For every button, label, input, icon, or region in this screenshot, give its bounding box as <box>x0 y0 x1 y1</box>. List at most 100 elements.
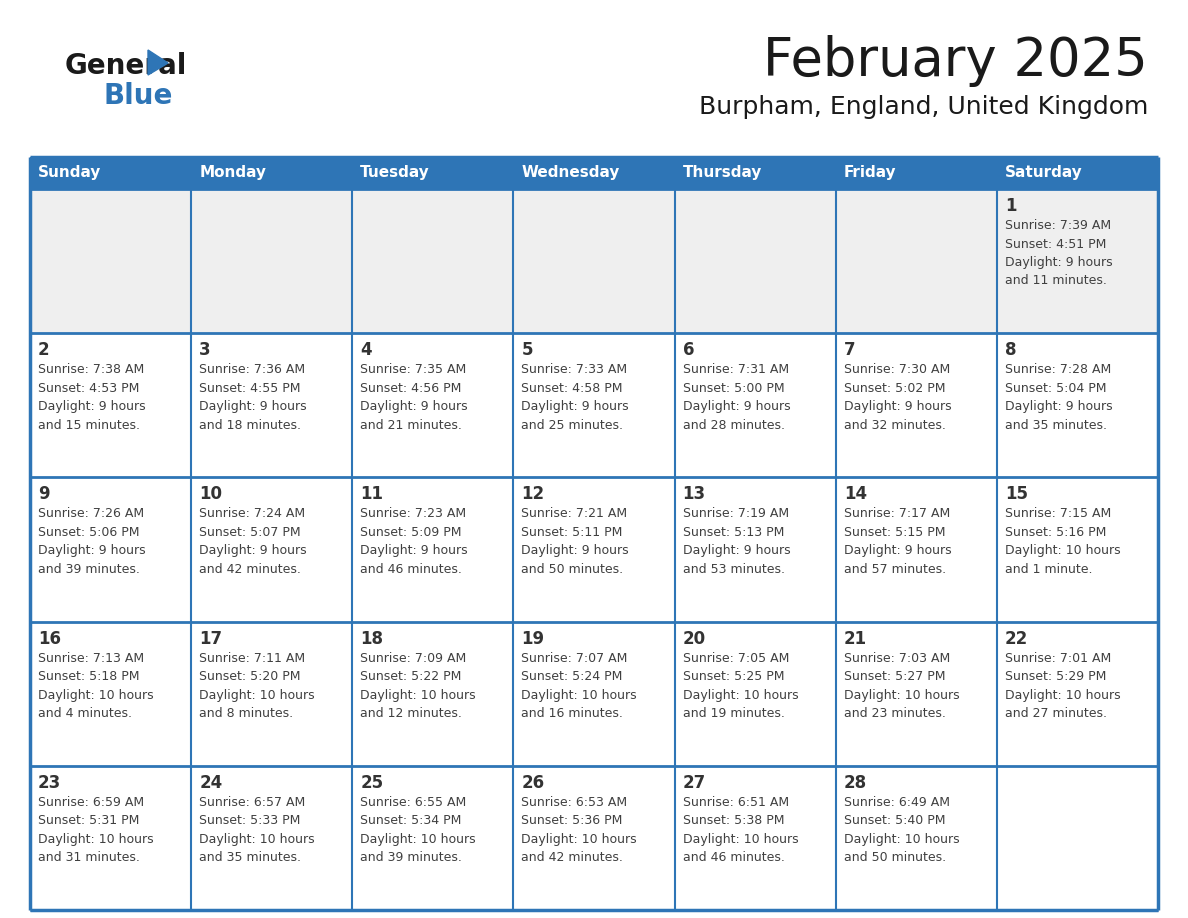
Text: 19: 19 <box>522 630 544 647</box>
Text: Daylight: 9 hours: Daylight: 9 hours <box>522 400 630 413</box>
Text: Daylight: 10 hours: Daylight: 10 hours <box>683 833 798 845</box>
Text: 18: 18 <box>360 630 384 647</box>
Text: 25: 25 <box>360 774 384 792</box>
Text: and 11 minutes.: and 11 minutes. <box>1005 274 1107 287</box>
Text: and 46 minutes.: and 46 minutes. <box>683 851 784 865</box>
Text: and 4 minutes.: and 4 minutes. <box>38 707 132 720</box>
Text: Daylight: 10 hours: Daylight: 10 hours <box>38 833 153 845</box>
Bar <box>30 333 1158 477</box>
Text: and 23 minutes.: and 23 minutes. <box>843 707 946 720</box>
Text: Daylight: 10 hours: Daylight: 10 hours <box>683 688 798 701</box>
Text: Sunset: 5:02 PM: Sunset: 5:02 PM <box>843 382 946 395</box>
Text: Sunset: 5:09 PM: Sunset: 5:09 PM <box>360 526 462 539</box>
Text: Sunrise: 7:23 AM: Sunrise: 7:23 AM <box>360 508 467 521</box>
Text: 2: 2 <box>38 341 50 359</box>
Text: Daylight: 10 hours: Daylight: 10 hours <box>360 833 476 845</box>
Text: Burpham, England, United Kingdom: Burpham, England, United Kingdom <box>699 95 1148 119</box>
Text: Daylight: 9 hours: Daylight: 9 hours <box>1005 400 1112 413</box>
Text: Sunrise: 6:49 AM: Sunrise: 6:49 AM <box>843 796 949 809</box>
Text: Sunset: 5:06 PM: Sunset: 5:06 PM <box>38 526 139 539</box>
Text: 14: 14 <box>843 486 867 503</box>
Text: Sunrise: 6:51 AM: Sunrise: 6:51 AM <box>683 796 789 809</box>
Text: February 2025: February 2025 <box>763 35 1148 87</box>
Text: and 46 minutes.: and 46 minutes. <box>360 563 462 576</box>
Text: Sunset: 5:33 PM: Sunset: 5:33 PM <box>200 814 301 827</box>
Text: Sunrise: 7:03 AM: Sunrise: 7:03 AM <box>843 652 950 665</box>
Text: and 19 minutes.: and 19 minutes. <box>683 707 784 720</box>
Text: Daylight: 9 hours: Daylight: 9 hours <box>200 544 307 557</box>
Text: Daylight: 10 hours: Daylight: 10 hours <box>522 688 637 701</box>
Text: Sunset: 5:20 PM: Sunset: 5:20 PM <box>200 670 301 683</box>
Text: Sunrise: 7:26 AM: Sunrise: 7:26 AM <box>38 508 144 521</box>
Text: and 50 minutes.: and 50 minutes. <box>843 851 946 865</box>
Text: Daylight: 9 hours: Daylight: 9 hours <box>683 400 790 413</box>
Text: 7: 7 <box>843 341 855 359</box>
Text: Sunset: 5:18 PM: Sunset: 5:18 PM <box>38 670 139 683</box>
Text: Sunset: 5:04 PM: Sunset: 5:04 PM <box>1005 382 1106 395</box>
Text: Sunset: 4:58 PM: Sunset: 4:58 PM <box>522 382 623 395</box>
Text: Sunset: 5:13 PM: Sunset: 5:13 PM <box>683 526 784 539</box>
Text: Sunset: 5:11 PM: Sunset: 5:11 PM <box>522 526 623 539</box>
Bar <box>30 189 1158 333</box>
Text: Tuesday: Tuesday <box>360 165 430 181</box>
Text: Sunset: 5:25 PM: Sunset: 5:25 PM <box>683 670 784 683</box>
Text: Thursday: Thursday <box>683 165 762 181</box>
Text: and 16 minutes.: and 16 minutes. <box>522 707 624 720</box>
Text: General: General <box>65 52 188 80</box>
Text: Sunrise: 7:01 AM: Sunrise: 7:01 AM <box>1005 652 1111 665</box>
Text: and 1 minute.: and 1 minute. <box>1005 563 1092 576</box>
Text: Saturday: Saturday <box>1005 165 1082 181</box>
Text: Sunset: 5:15 PM: Sunset: 5:15 PM <box>843 526 946 539</box>
Text: Sunset: 4:56 PM: Sunset: 4:56 PM <box>360 382 462 395</box>
Text: and 25 minutes.: and 25 minutes. <box>522 419 624 431</box>
Text: 12: 12 <box>522 486 544 503</box>
Text: Sunrise: 7:38 AM: Sunrise: 7:38 AM <box>38 364 144 376</box>
Polygon shape <box>148 50 168 75</box>
Text: Sunrise: 7:24 AM: Sunrise: 7:24 AM <box>200 508 305 521</box>
Text: Sunrise: 7:30 AM: Sunrise: 7:30 AM <box>843 364 950 376</box>
Text: and 12 minutes.: and 12 minutes. <box>360 707 462 720</box>
Bar <box>30 621 1158 766</box>
Text: Sunrise: 7:11 AM: Sunrise: 7:11 AM <box>200 652 305 665</box>
Bar <box>30 766 1158 910</box>
Text: Daylight: 10 hours: Daylight: 10 hours <box>1005 688 1120 701</box>
Text: and 50 minutes.: and 50 minutes. <box>522 563 624 576</box>
Text: Sunset: 5:16 PM: Sunset: 5:16 PM <box>1005 526 1106 539</box>
Text: and 15 minutes.: and 15 minutes. <box>38 419 140 431</box>
Text: 13: 13 <box>683 486 706 503</box>
Text: Sunrise: 7:35 AM: Sunrise: 7:35 AM <box>360 364 467 376</box>
Bar <box>30 157 1158 189</box>
Text: Sunrise: 7:28 AM: Sunrise: 7:28 AM <box>1005 364 1111 376</box>
Text: Sunset: 5:34 PM: Sunset: 5:34 PM <box>360 814 462 827</box>
Text: Sunrise: 6:55 AM: Sunrise: 6:55 AM <box>360 796 467 809</box>
Text: 16: 16 <box>38 630 61 647</box>
Text: Daylight: 10 hours: Daylight: 10 hours <box>200 833 315 845</box>
Text: 21: 21 <box>843 630 867 647</box>
Text: 23: 23 <box>38 774 62 792</box>
Text: and 28 minutes.: and 28 minutes. <box>683 419 784 431</box>
Text: Sunset: 5:22 PM: Sunset: 5:22 PM <box>360 670 462 683</box>
Text: Sunset: 5:00 PM: Sunset: 5:00 PM <box>683 382 784 395</box>
Text: Sunset: 4:51 PM: Sunset: 4:51 PM <box>1005 238 1106 251</box>
Text: 8: 8 <box>1005 341 1017 359</box>
Text: Daylight: 9 hours: Daylight: 9 hours <box>522 544 630 557</box>
Text: Daylight: 10 hours: Daylight: 10 hours <box>360 688 476 701</box>
Text: Sunset: 4:55 PM: Sunset: 4:55 PM <box>200 382 301 395</box>
Text: 10: 10 <box>200 486 222 503</box>
Text: and 57 minutes.: and 57 minutes. <box>843 563 946 576</box>
Text: Daylight: 9 hours: Daylight: 9 hours <box>360 544 468 557</box>
Text: Daylight: 10 hours: Daylight: 10 hours <box>200 688 315 701</box>
Text: Sunrise: 7:17 AM: Sunrise: 7:17 AM <box>843 508 950 521</box>
Text: Daylight: 9 hours: Daylight: 9 hours <box>1005 256 1112 269</box>
Text: 9: 9 <box>38 486 50 503</box>
Text: Daylight: 10 hours: Daylight: 10 hours <box>1005 544 1120 557</box>
Text: and 27 minutes.: and 27 minutes. <box>1005 707 1107 720</box>
Text: Sunset: 4:53 PM: Sunset: 4:53 PM <box>38 382 139 395</box>
Text: 22: 22 <box>1005 630 1028 647</box>
Text: Sunrise: 7:19 AM: Sunrise: 7:19 AM <box>683 508 789 521</box>
Text: 24: 24 <box>200 774 222 792</box>
Text: Sunset: 5:36 PM: Sunset: 5:36 PM <box>522 814 623 827</box>
Text: Daylight: 10 hours: Daylight: 10 hours <box>38 688 153 701</box>
Text: and 8 minutes.: and 8 minutes. <box>200 707 293 720</box>
Text: Sunrise: 7:07 AM: Sunrise: 7:07 AM <box>522 652 627 665</box>
